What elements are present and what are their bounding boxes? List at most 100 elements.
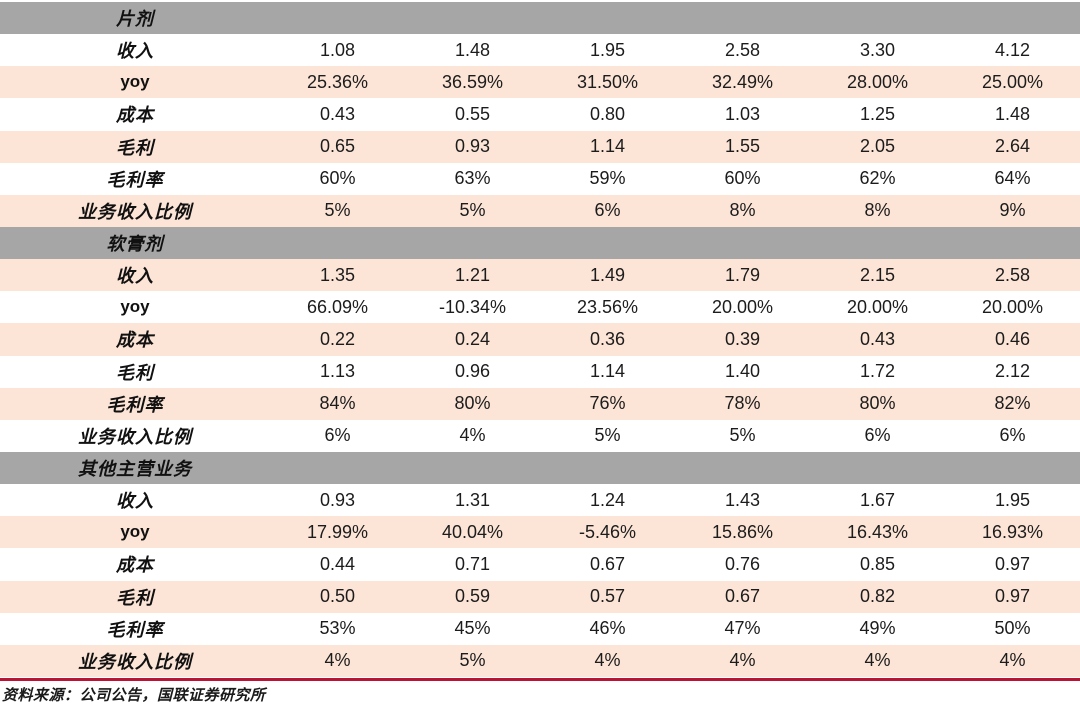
value-cell: 0.96 xyxy=(405,355,540,388)
section-header-row: 片剂 xyxy=(0,2,1080,35)
value-cell: 6% xyxy=(270,419,405,452)
value-cell: 5% xyxy=(405,194,540,227)
table-row: 业务收入比例 6% 4% 5% 5% 6% 6% xyxy=(0,419,1080,452)
section-header-row: 软膏剂 xyxy=(0,226,1080,260)
value-cell: 0.80 xyxy=(540,98,675,131)
value-cell: 2.58 xyxy=(675,34,810,67)
value-cell: 3.30 xyxy=(810,34,945,67)
value-cell: 5% xyxy=(675,419,810,452)
value-cell: 1.24 xyxy=(540,484,675,517)
value-cell: 5% xyxy=(405,644,540,677)
value-cell: 4% xyxy=(540,644,675,677)
value-cell: -5.46% xyxy=(540,516,675,549)
value-cell: 63% xyxy=(405,162,540,195)
section-header-empty-cell xyxy=(675,226,810,260)
value-cell: 1.08 xyxy=(270,34,405,67)
section-header-empty-cell xyxy=(540,451,675,485)
value-cell: 17.99% xyxy=(270,516,405,549)
value-cell: 64% xyxy=(945,162,1080,195)
value-cell: 0.44 xyxy=(270,548,405,581)
table-row: 收入 1.08 1.48 1.95 2.58 3.30 4.12 xyxy=(0,34,1080,67)
section-header-empty-cell xyxy=(810,226,945,260)
value-cell: 31.50% xyxy=(540,66,675,99)
value-cell: 0.43 xyxy=(270,98,405,131)
section-header-row: 其他主营业务 xyxy=(0,451,1080,485)
value-cell: 40.04% xyxy=(405,516,540,549)
section-header-empty-cell xyxy=(540,226,675,260)
value-cell: 49% xyxy=(810,612,945,645)
table-row: 成本 0.43 0.55 0.80 1.03 1.25 1.48 xyxy=(0,98,1080,131)
section-title: 其他主营业务 xyxy=(0,451,270,485)
value-cell: 62% xyxy=(810,162,945,195)
table-row: 成本 0.44 0.71 0.67 0.76 0.85 0.97 xyxy=(0,548,1080,581)
table-row: 毛利率 84% 80% 76% 78% 80% 82% xyxy=(0,387,1080,420)
value-cell: 1.79 xyxy=(675,259,810,292)
table-row: 毛利率 53% 45% 46% 47% 49% 50% xyxy=(0,612,1080,645)
value-cell: 8% xyxy=(810,194,945,227)
value-cell: 15.86% xyxy=(675,516,810,549)
value-cell: 25.36% xyxy=(270,66,405,99)
value-cell: 4% xyxy=(270,644,405,677)
value-cell: 0.46 xyxy=(945,323,1080,356)
table-row: 毛利率 60% 63% 59% 60% 62% 64% xyxy=(0,162,1080,195)
value-cell: 66.09% xyxy=(270,291,405,324)
value-cell: 0.71 xyxy=(405,548,540,581)
table-row: yoy 17.99% 40.04% -5.46% 15.86% 16.43% 16.93% xyxy=(0,516,1080,549)
row-label: 收入 xyxy=(0,34,270,67)
section-title: 片剂 xyxy=(0,2,270,35)
value-cell: 0.22 xyxy=(270,323,405,356)
section-header-empty-cell xyxy=(810,2,945,35)
value-cell: -10.34% xyxy=(405,291,540,324)
row-label: yoy xyxy=(0,291,270,324)
row-label: 成本 xyxy=(0,98,270,131)
value-cell: 2.58 xyxy=(945,259,1080,292)
value-cell: 0.76 xyxy=(675,548,810,581)
value-cell: 1.40 xyxy=(675,355,810,388)
value-cell: 0.43 xyxy=(810,323,945,356)
value-cell: 20.00% xyxy=(810,291,945,324)
row-label: 业务收入比例 xyxy=(0,419,270,452)
row-label: 收入 xyxy=(0,259,270,292)
value-cell: 0.97 xyxy=(945,580,1080,613)
value-cell: 1.21 xyxy=(405,259,540,292)
section-header-empty-cell xyxy=(945,451,1080,485)
row-label: 毛利率 xyxy=(0,387,270,420)
row-label: 成本 xyxy=(0,548,270,581)
value-cell: 0.67 xyxy=(540,548,675,581)
value-cell: 32.49% xyxy=(675,66,810,99)
value-cell: 5% xyxy=(540,419,675,452)
section-header-empty-cell xyxy=(405,451,540,485)
value-cell: 0.97 xyxy=(945,548,1080,581)
value-cell: 6% xyxy=(945,419,1080,452)
value-cell: 60% xyxy=(675,162,810,195)
value-cell: 1.35 xyxy=(270,259,405,292)
value-cell: 6% xyxy=(810,419,945,452)
value-cell: 1.14 xyxy=(540,355,675,388)
section-header-empty-cell xyxy=(945,226,1080,260)
value-cell: 76% xyxy=(540,387,675,420)
source-note: 资料来源：公司公告，国联证券研究所 xyxy=(2,687,266,704)
section-header-empty-cell xyxy=(270,451,405,485)
value-cell: 45% xyxy=(405,612,540,645)
row-label: 毛利 xyxy=(0,580,270,613)
value-cell: 0.93 xyxy=(405,130,540,163)
value-cell: 0.82 xyxy=(810,580,945,613)
value-cell: 16.43% xyxy=(810,516,945,549)
value-cell: 25.00% xyxy=(945,66,1080,99)
value-cell: 0.50 xyxy=(270,580,405,613)
section-header-empty-cell xyxy=(270,226,405,260)
value-cell: 20.00% xyxy=(675,291,810,324)
section-header-empty-cell xyxy=(675,2,810,35)
value-cell: 2.05 xyxy=(810,130,945,163)
value-cell: 59% xyxy=(540,162,675,195)
row-label: 成本 xyxy=(0,323,270,356)
value-cell: 0.59 xyxy=(405,580,540,613)
table-body: 片剂 收入 1.08 1.48 1.95 2.58 3.30 4.12 yoy 25.36% 36.… xyxy=(0,2,1080,677)
value-cell: 0.67 xyxy=(675,580,810,613)
value-cell: 0.55 xyxy=(405,98,540,131)
row-label: 业务收入比例 xyxy=(0,194,270,227)
section-header-empty-cell xyxy=(810,451,945,485)
value-cell: 5% xyxy=(270,194,405,227)
value-cell: 82% xyxy=(945,387,1080,420)
